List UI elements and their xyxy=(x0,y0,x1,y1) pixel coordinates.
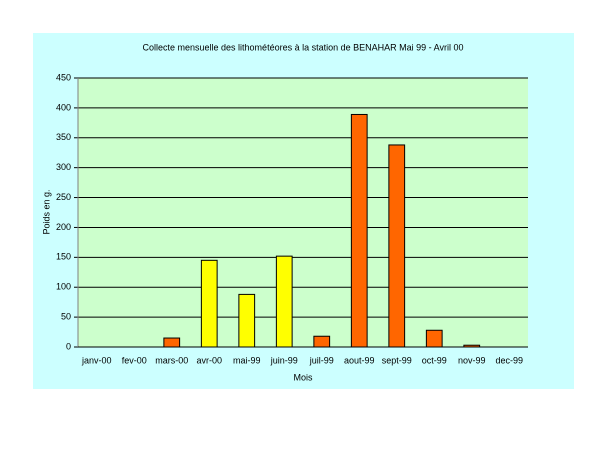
plot-area xyxy=(78,78,528,347)
bar xyxy=(238,293,256,348)
y-tick-label: 400 xyxy=(56,102,71,112)
y-tick-label: 300 xyxy=(56,162,71,172)
x-tick-label: juin-99 xyxy=(270,355,298,365)
x-tick-label: avr-00 xyxy=(196,355,222,365)
y-tick-label: 200 xyxy=(56,222,71,232)
bar xyxy=(350,113,368,348)
y-axis-label: Poids en g. xyxy=(41,189,51,234)
y-tick-label: 150 xyxy=(56,252,71,262)
x-tick-label: mai-99 xyxy=(233,355,261,365)
y-tick-label: 0 xyxy=(66,341,71,351)
bar xyxy=(463,344,481,348)
x-axis-label: Mois xyxy=(293,372,313,382)
bar xyxy=(200,259,218,348)
x-tick-label: janv-00 xyxy=(81,355,112,365)
bar xyxy=(275,255,293,348)
x-tick-label: aout-99 xyxy=(344,355,375,365)
chart-title: Collecte mensuelle des lithométéores à l… xyxy=(143,42,464,52)
y-tick-label: 100 xyxy=(56,282,71,292)
x-tick-label: sept-99 xyxy=(382,355,412,365)
bar xyxy=(388,144,406,348)
y-tick-label: 350 xyxy=(56,132,71,142)
y-tick-label: 250 xyxy=(56,192,71,202)
x-tick-label: oct-99 xyxy=(422,355,447,365)
x-tick-label: juil-99 xyxy=(309,355,334,365)
bar xyxy=(313,335,331,348)
x-tick-label: fev-00 xyxy=(122,355,147,365)
x-tick-label: nov-99 xyxy=(458,355,486,365)
x-tick-label: dec-99 xyxy=(495,355,523,365)
y-tick-label: 50 xyxy=(61,311,71,321)
y-tick-label: 450 xyxy=(56,72,71,82)
bar xyxy=(425,329,443,348)
bar xyxy=(163,337,181,348)
x-tick-label: mars-00 xyxy=(155,355,188,365)
